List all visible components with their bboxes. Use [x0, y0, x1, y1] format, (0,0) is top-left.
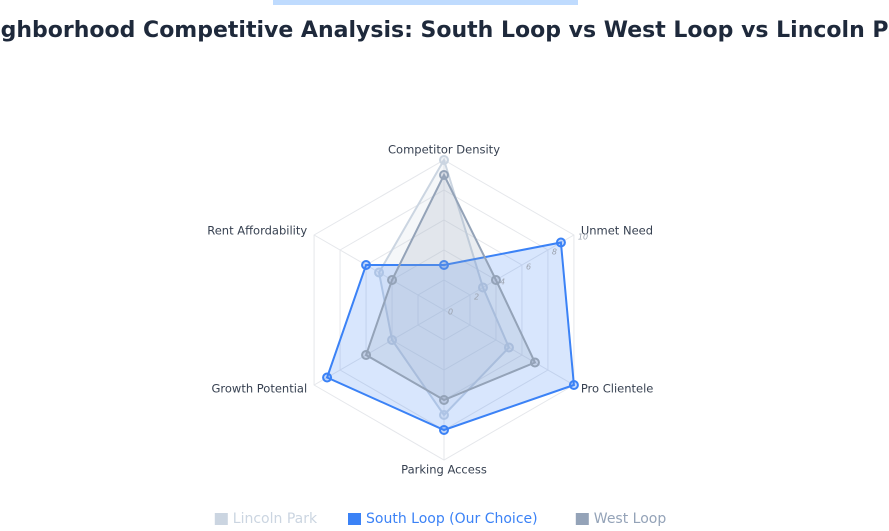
tick-label: 10: [578, 233, 588, 242]
data-point: [477, 282, 488, 293]
tick-label: 2: [474, 293, 479, 302]
data-point: [555, 237, 566, 248]
data-point: [439, 410, 449, 420]
data-point: [322, 372, 333, 383]
axis-label: Growth Potential: [211, 382, 307, 396]
legend-swatch: [214, 513, 228, 525]
data-point: [568, 380, 579, 390]
series-area: [364, 172, 537, 402]
data-point: [439, 155, 449, 165]
top-accent: [273, 0, 578, 5]
legend-swatch: [348, 513, 361, 525]
legend-swatch: [575, 513, 589, 525]
data-point: [529, 357, 540, 368]
tick-label: 0: [448, 308, 453, 317]
data-point: [503, 342, 514, 353]
data-point: [490, 275, 501, 285]
data-point: [387, 275, 398, 285]
tick-label: 4: [500, 278, 505, 287]
axis-label: Pro Clientele: [581, 382, 654, 396]
data-point: [439, 425, 449, 435]
tick-label: 6: [526, 263, 531, 272]
data-point: [374, 267, 385, 278]
legend-label: South Loop (Our Choice): [366, 511, 538, 527]
legend: Lincoln Park South Loop (Our Choice) West …: [214, 511, 667, 527]
data-point: [387, 335, 398, 345]
series-area: [377, 157, 511, 417]
data-point: [361, 350, 372, 360]
axis-label: Unmet Need: [581, 224, 653, 238]
axis-label: Rent Affordability: [207, 224, 307, 238]
data-point: [439, 395, 449, 405]
legend-label: Lincoln Park: [233, 511, 318, 527]
axis-spoke: [313, 309, 445, 386]
axis-label: Parking Access: [401, 463, 487, 477]
legend-label: West Loop: [594, 511, 667, 527]
data-point: [439, 260, 449, 270]
chart-title: Neighborhood Competitive Analysis: South…: [0, 18, 889, 43]
data-point: [361, 260, 372, 270]
axis-label: Competitor Density: [388, 143, 500, 157]
data-point: [439, 170, 449, 180]
tick-label: 8: [552, 248, 557, 257]
axis-spoke: [443, 234, 575, 311]
